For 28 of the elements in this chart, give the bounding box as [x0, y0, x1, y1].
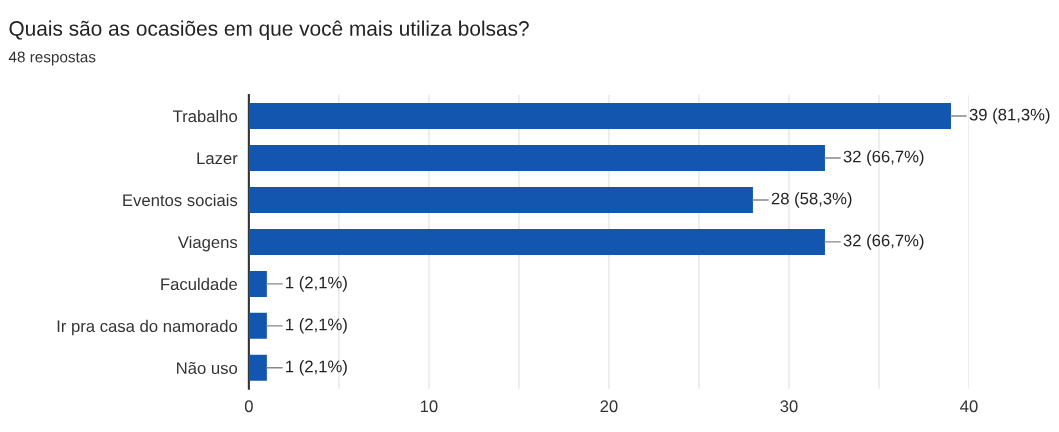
- text: 48 respostas: [8, 51, 96, 66]
- y-tick-label: Faculdade: [161, 277, 238, 291]
- bar: [248, 186, 753, 213]
- x-tick-label: 0: [244, 400, 253, 413]
- data-label: 1 (2,1%): [286, 360, 347, 376]
- y-tick-label: Trabalho: [172, 109, 238, 123]
- bar: [248, 228, 825, 255]
- bar: [248, 270, 267, 297]
- x-tick-label: 10: [420, 400, 438, 413]
- bar: [248, 144, 825, 171]
- data-label: 1 (2,1%): [286, 276, 347, 292]
- x-tick-label: 30: [780, 400, 798, 413]
- data-label: 32 (66,7%): [843, 150, 924, 166]
- x-tick-label: 20: [600, 400, 618, 413]
- x-tick-label: 40: [960, 400, 978, 413]
- bar: [248, 312, 267, 339]
- y-tick-label: Lazer: [197, 152, 238, 165]
- bar: [248, 103, 951, 130]
- chart-title: Quais são as ocasiões em que você mais utiliza bolsas?: [9, 20, 529, 40]
- data-label: 32 (66,7%): [843, 234, 924, 250]
- y-tick-label: Ir pra casa do namorado: [57, 319, 238, 336]
- y-tick-label: Eventos sociais: [123, 193, 238, 207]
- bar: [248, 354, 267, 381]
- data-label: 39 (81,3%): [969, 108, 1050, 124]
- y-tick-label: Viagens: [177, 235, 238, 252]
- data-label: 28 (58,3%): [771, 192, 852, 208]
- data-label: 1 (2,1%): [286, 318, 347, 334]
- y-tick-label: Não uso: [177, 361, 238, 375]
